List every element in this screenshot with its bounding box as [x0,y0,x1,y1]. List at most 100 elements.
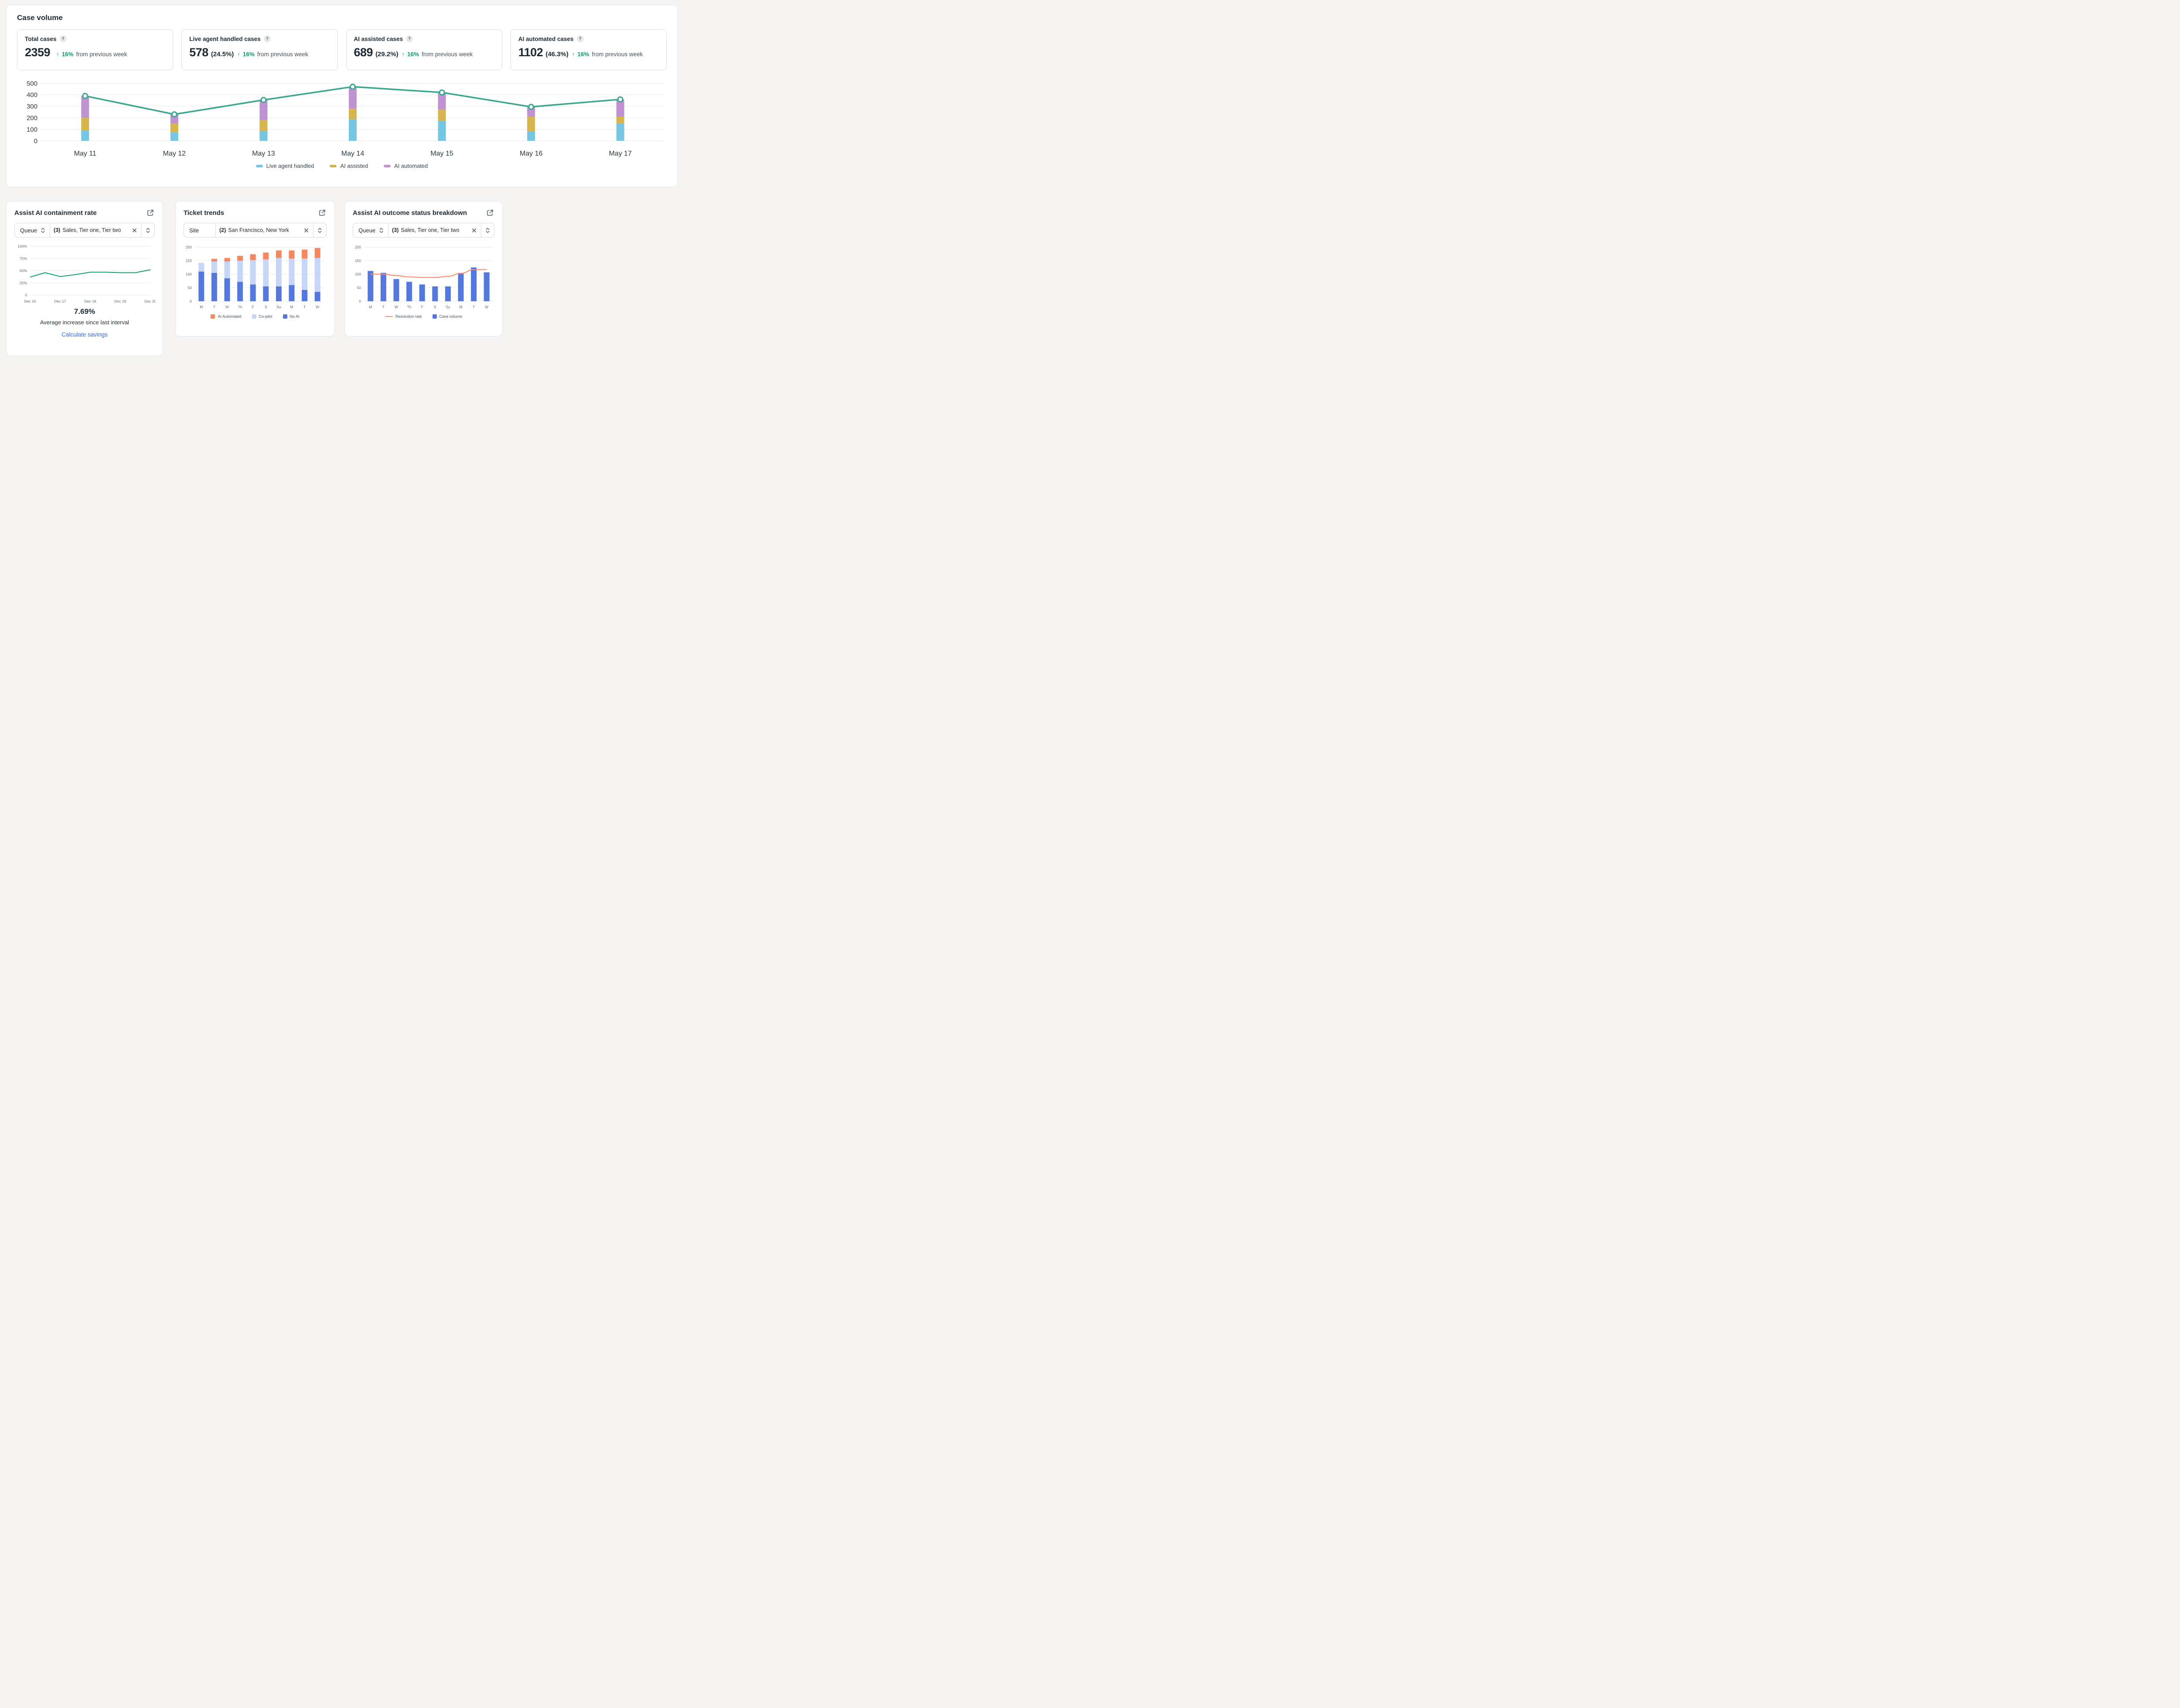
axis-label: 0 [190,299,192,303]
stacked-bar-segment[interactable] [616,99,624,117]
stacked-bar-segment[interactable] [259,120,268,131]
ticket-bar-segment[interactable] [276,258,282,286]
filter-dropdown-toggle[interactable] [313,223,326,237]
ticket-bar-segment[interactable] [198,271,204,301]
legend-item-live-agent[interactable]: Live agent handled [255,163,314,169]
ticket-bar-segment[interactable] [224,278,230,301]
open-external-button[interactable] [146,208,155,217]
open-external-button[interactable] [318,208,327,217]
stacked-bar-segment[interactable] [616,123,624,141]
filter-selected-values[interactable]: (3) Sales, Tier one, Tier two [388,223,481,237]
legend-item-ai-assisted[interactable]: AI assisted [330,163,368,169]
line-marker[interactable] [528,104,535,110]
filter-field-selector[interactable]: Site [184,223,215,237]
axis-label: 200 [355,245,361,249]
ticket-bar-segment[interactable] [211,259,217,262]
stacked-bar-segment[interactable] [81,118,89,131]
filter-selected-values[interactable]: (3) Sales, Tier one, Tier two [50,223,141,237]
ticket-bar-segment[interactable] [302,259,308,290]
help-icon[interactable]: ? [59,35,67,42]
legend-item-co-pilot[interactable]: Co-pilot [252,314,272,319]
filter-selected-values[interactable]: (2) San Francisco, New York [215,223,313,237]
ticket-bar-segment[interactable] [237,255,243,261]
clear-filter-button[interactable] [131,227,138,234]
case-volume-bar[interactable] [368,271,374,301]
ticket-bar-segment[interactable] [224,258,230,262]
line-marker[interactable] [82,93,89,99]
stacked-bar-segment[interactable] [81,130,89,141]
legend-item-resolution-rate[interactable]: Resolution rate [385,314,422,319]
line-marker[interactable] [260,97,267,103]
ticket-bar-segment[interactable] [211,261,217,273]
help-icon[interactable]: ? [576,35,584,42]
stacked-bar-segment[interactable] [259,131,268,141]
stacked-bar-segment[interactable] [527,116,535,132]
ticket-bar-segment[interactable] [211,272,217,301]
ticket-bar-segment[interactable] [250,254,256,260]
stacked-bar-segment[interactable] [170,132,178,141]
legend-swatch [211,314,215,319]
case-volume-bar[interactable] [458,272,464,301]
external-link-icon [487,210,493,216]
case-volume-bar[interactable] [484,272,490,301]
stacked-bar-segment[interactable] [259,100,268,120]
ticket-bar-segment[interactable] [250,260,256,285]
help-icon[interactable]: ? [406,35,413,42]
ticket-bar-segment[interactable] [250,284,256,301]
stacked-bar-segment[interactable] [616,116,624,124]
ticket-bar-segment[interactable] [314,292,320,301]
stacked-bar-segment[interactable] [170,123,178,133]
filter-field-selector[interactable]: Queue [353,223,388,237]
ticket-bar-segment[interactable] [314,258,320,292]
stacked-bar-segment[interactable] [81,96,89,118]
stacked-bar-segment[interactable] [527,131,535,141]
ticket-bar-segment[interactable] [224,261,230,279]
ticket-bar-segment[interactable] [237,261,243,282]
ticket-bar-segment[interactable] [302,249,308,259]
ticket-bar-segment[interactable] [314,248,320,258]
case-volume-bar[interactable] [380,272,386,301]
case-volume-bar[interactable] [471,267,477,302]
ticket-bar-segment[interactable] [302,289,308,301]
stacked-bar-segment[interactable] [349,119,357,141]
stacked-bar-segment[interactable] [349,86,357,109]
filter-field-selector[interactable]: Queue [15,223,50,237]
ticket-bar-segment[interactable] [263,252,269,259]
case-volume-bar[interactable] [393,279,399,301]
ticket-bar-segment[interactable] [237,282,243,301]
line-marker[interactable] [439,89,445,96]
stacked-bar-segment[interactable] [438,109,446,121]
case-volume-bar[interactable] [419,284,425,301]
legend-item-case-volume[interactable]: Case volume [432,314,462,319]
clear-filter-button[interactable] [303,227,310,234]
legend-item-ai-automated[interactable]: AI Automated [211,314,242,319]
filter-dropdown-toggle[interactable] [141,223,154,237]
legend-item-no-ai[interactable]: No AI [283,314,300,319]
stacked-bar-segment[interactable] [438,120,446,141]
case-volume-bar[interactable] [432,286,438,301]
case-volume-bar[interactable] [406,282,412,301]
legend-item-ai-automated[interactable]: AI automated [384,163,428,169]
ticket-bar-segment[interactable] [289,285,295,301]
legend-swatch [432,314,437,319]
stacked-bar-segment[interactable] [349,109,357,120]
ticket-bar-segment[interactable] [263,286,269,301]
ticket-bar-segment[interactable] [289,259,295,285]
ticket-bar-segment[interactable] [263,259,269,286]
case-volume-bar[interactable] [445,286,451,301]
filter-dropdown-toggle[interactable] [481,223,494,237]
line-marker[interactable] [350,83,356,90]
metric-percent: (24.5%) [211,51,234,58]
ticket-bar-segment[interactable] [276,286,282,301]
ticket-bar-segment[interactable] [198,262,204,272]
ticket-bar-segment[interactable] [289,250,295,259]
ticket-bar-segment[interactable] [276,250,282,258]
line-marker[interactable] [617,96,623,102]
calculate-savings-link[interactable]: Calculate savings [61,331,108,338]
stacked-bar-segment[interactable] [527,107,535,117]
open-external-button[interactable] [486,208,494,217]
stacked-bar-segment[interactable] [438,92,446,110]
clear-filter-button[interactable] [471,227,477,234]
help-icon[interactable]: ? [263,35,271,42]
line-marker[interactable] [171,111,177,118]
